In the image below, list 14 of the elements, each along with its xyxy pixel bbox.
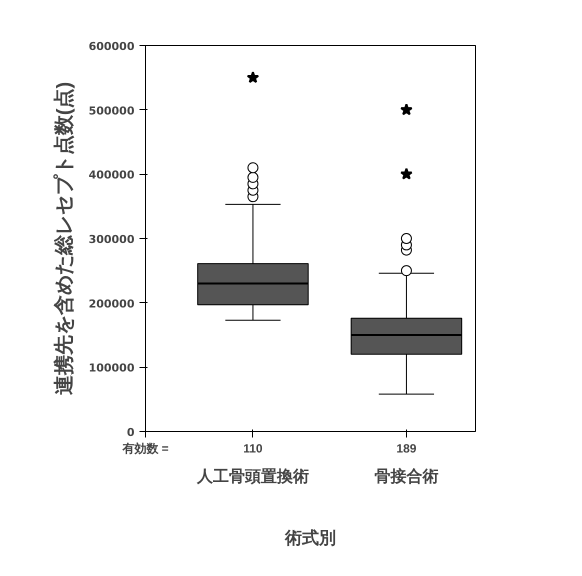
x-tick-label: 骨接合術 [374, 468, 438, 486]
y-tick-label: 300000 [88, 233, 135, 246]
text: 有効数 = [121, 442, 169, 456]
y-tick-label: 200000 [88, 297, 135, 310]
text: 110 [243, 442, 263, 456]
y-tick-label: 600000 [88, 40, 135, 53]
y-tick-label: 100000 [88, 362, 135, 375]
text: 189 [396, 442, 417, 456]
y-tick-label: 400000 [88, 168, 135, 182]
x-axis-title: 術式別 [284, 528, 336, 548]
y-axis-title: 連携先を含めた総レセプト点数(点) [52, 82, 76, 396]
y-tick-label: 0 [126, 426, 135, 439]
y-tick-label: 500000 [88, 104, 135, 118]
x-tick-label: 人工骨頭置換術 [196, 468, 309, 486]
